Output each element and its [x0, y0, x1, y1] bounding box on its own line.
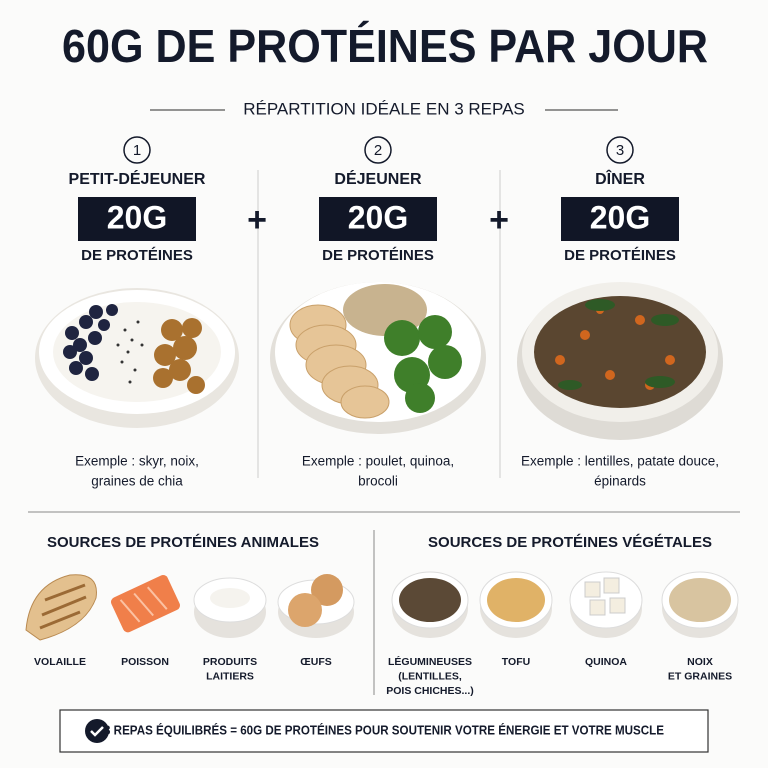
plus-sign: +: [489, 201, 509, 239]
subtitle: RÉPARTITION IDÉALE EN 3 REPAS: [243, 99, 525, 118]
source-title: SOURCES DE PROTÉINES ANIMALES: [47, 534, 319, 551]
number-badge: [606, 136, 634, 164]
plus-sign: +: [247, 201, 267, 239]
source-item: POISSON: [121, 656, 169, 668]
source-item: LAITIERS: [206, 670, 254, 682]
meal-name: DÉJEUNER: [334, 169, 422, 188]
meal-unit: DE PROTÉINES: [81, 247, 193, 264]
source-item: ET GRAINES: [668, 670, 732, 682]
source-item: ŒUFS: [300, 656, 332, 668]
meal-example: brocoli: [358, 474, 398, 489]
source-item: POIS CHICHES...): [386, 685, 474, 697]
breakfast-image: [35, 288, 239, 428]
meal-amount: 20G: [590, 199, 650, 235]
amount-box: [561, 197, 679, 241]
meal-example: épinards: [594, 474, 646, 489]
meal-amount: 20G: [107, 199, 167, 235]
source-item: (LENTILLES,: [398, 670, 462, 682]
footer-text: 3 REPAS ÉQUILIBRÉS = 60G DE PROTÉINES PO…: [104, 722, 664, 737]
amount-box: [78, 197, 196, 241]
meal-name: PETIT-DÉJEUNER: [69, 169, 206, 188]
meal-example: Exemple : poulet, quinoa,: [302, 454, 454, 469]
footer-box: [59, 709, 709, 753]
number-badge: [123, 136, 151, 164]
amount-box: [319, 197, 437, 241]
source-icons: [25, 571, 739, 641]
source-item: LÉGUMINEUSES: [388, 655, 472, 668]
meal-number: 2: [374, 142, 382, 159]
source-item: NOIX: [687, 656, 713, 668]
lunch-image: [270, 282, 486, 434]
source-item: QUINOA: [585, 656, 627, 668]
meal-number: 1: [133, 142, 141, 159]
dinner-image: [517, 282, 723, 440]
meal-amount: 20G: [348, 199, 408, 235]
source-title: SOURCES DE PROTÉINES VÉGÉTALES: [428, 534, 712, 551]
source-item: VOLAILLE: [34, 656, 86, 668]
title: 60G DE PROTÉINES PAR JOUR: [62, 20, 708, 72]
meal-example: Exemple : skyr, noix,: [75, 454, 199, 469]
number-badge: [364, 136, 392, 164]
meal-example: graines de chia: [91, 474, 183, 489]
source-item: TOFU: [502, 656, 530, 668]
meal-number: 3: [616, 142, 624, 159]
meal-example: Exemple : lentilles, patate douce,: [521, 454, 719, 469]
check-icon: [85, 719, 109, 743]
meal-unit: DE PROTÉINES: [322, 247, 434, 264]
check-mark: [90, 726, 104, 737]
source-item: PRODUITS: [203, 656, 257, 668]
meal-unit: DE PROTÉINES: [564, 247, 676, 264]
meal-name: DÎNER: [595, 169, 645, 188]
